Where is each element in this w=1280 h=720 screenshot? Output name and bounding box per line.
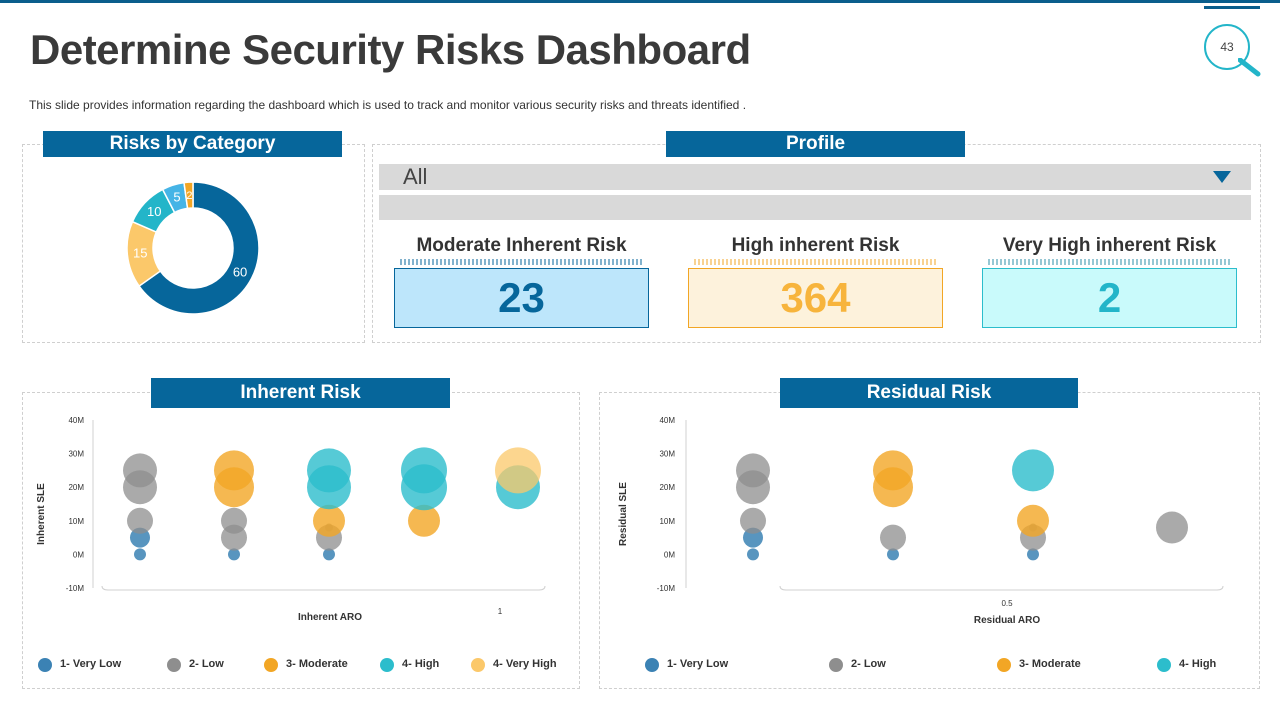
y-tick-label: 0M: [73, 550, 84, 559]
bubble-high: [307, 448, 351, 493]
x-axis-bracket: [101, 585, 546, 591]
bubble-low: [221, 507, 247, 534]
bubble-low: [740, 507, 766, 534]
legend-label: 2- Low: [851, 658, 886, 670]
y-tick-label: 20M: [659, 483, 675, 492]
kpi-label-very-high: Very High inherent Risk: [1002, 235, 1217, 256]
y-tick-label: 10M: [68, 517, 84, 526]
legend-swatch: [471, 658, 485, 672]
bubble-moderate: [873, 450, 913, 491]
donut-label-60: 60: [233, 264, 247, 279]
x-axis-bracket: [779, 585, 1224, 591]
top-rule-accent: [1204, 6, 1260, 9]
donut-slice-2: [183, 181, 194, 210]
bubble-very-low: [134, 548, 146, 561]
residual-risk-header: Residual Risk: [780, 378, 1078, 408]
y-tick-label: 40M: [659, 416, 675, 425]
bubble-low: [880, 524, 906, 551]
bubble-moderate: [214, 450, 254, 491]
kpi-label-high: High inherent Risk: [731, 235, 900, 256]
bubble-low: [127, 507, 153, 534]
risks-by-category-header: Risks by Category: [43, 131, 342, 157]
profile-filter-bar[interactable]: [379, 195, 1251, 220]
y-tick-label: 10M: [659, 517, 675, 526]
y-axis-title: Residual SLE: [618, 482, 629, 546]
y-tick-label: -10M: [66, 584, 85, 593]
legend-swatch: [264, 658, 278, 672]
profile-dropdown-value: All: [403, 164, 428, 189]
bubble-very-low: [1027, 548, 1039, 561]
bubble-moderate: [408, 504, 440, 537]
y-tick-label: 20M: [68, 483, 84, 492]
bubble-low: [1156, 511, 1188, 544]
donut-label-15: 15: [133, 245, 147, 260]
residual-risk-bubble-chart: 40M 30M 20M 10M 0M -10M Residual SLE 0.5 Residua…: [618, 416, 1224, 626]
donut-label-5: 5: [173, 189, 180, 204]
bubble-very-high: [495, 447, 541, 494]
bubble-high: [1012, 449, 1054, 492]
risks-by-category-donut-chart: 60 15 10 5 2: [126, 181, 260, 315]
y-tick-label: 30M: [659, 450, 675, 459]
legend-label: 4- Very High: [493, 658, 557, 670]
kpi-label-moderate: Moderate Inherent Risk: [416, 235, 627, 256]
profile-dropdown[interactable]: All: [379, 164, 1251, 190]
slide-number: 43: [1220, 40, 1234, 54]
legend-label: 3- Moderate: [1019, 658, 1081, 670]
magnifier-handle-icon: [1238, 58, 1261, 77]
legend-label: 4- High: [1179, 658, 1217, 670]
donut-slice-60: [138, 181, 260, 315]
y-axis-title: Inherent SLE: [36, 483, 47, 545]
x-tick-label: 0.5: [1001, 599, 1013, 608]
bubble-moderate: [313, 504, 345, 537]
legend-swatch: [167, 658, 181, 672]
donut-label-10: 10: [147, 204, 161, 219]
legend-swatch: [380, 658, 394, 672]
y-tick-label: -10M: [657, 584, 676, 593]
bubble-moderate: [1017, 504, 1049, 537]
top-rule: [0, 0, 1280, 3]
bubble-low: [123, 453, 157, 488]
y-tick-label: 40M: [68, 416, 84, 425]
inherent-risk-legend: 1- Very Low 2- Low 3- Moderate 4- High 4- Ve…: [38, 655, 578, 675]
legend-swatch: [1157, 658, 1171, 672]
bubble-very-low: [887, 548, 899, 561]
kpi-value-high: 364: [688, 268, 943, 328]
legend-swatch: [645, 658, 659, 672]
page-subtitle: This slide provides information regardin…: [29, 98, 747, 112]
legend-label: 2- Low: [189, 658, 224, 670]
bubble-very-low: [323, 548, 335, 561]
x-tick-label: 1: [498, 607, 503, 616]
legend-label: 3- Moderate: [286, 658, 348, 670]
y-tick-label: 0M: [664, 550, 675, 559]
slide-number-badge: 43: [1204, 24, 1250, 70]
kpi-value-very-high: 2: [982, 268, 1237, 328]
page-title: Determine Security Risks Dashboard: [30, 26, 751, 73]
kpi-ruler-high: [694, 259, 936, 265]
x-axis-title: Residual ARO: [974, 615, 1041, 626]
profile-header: Profile: [666, 131, 965, 157]
y-tick-label: 30M: [68, 450, 84, 459]
kpi-ruler-very-high: [988, 259, 1230, 265]
bubble-very-low: [747, 548, 759, 561]
donut-label-2: 2: [186, 190, 192, 202]
bubble-very-low: [228, 548, 240, 561]
inherent-risk-header: Inherent Risk: [151, 378, 450, 408]
bubble-high: [401, 447, 447, 494]
bubble-low: [736, 453, 770, 488]
legend-swatch: [997, 658, 1011, 672]
legend-swatch: [38, 658, 52, 672]
legend-label: 4- High: [402, 658, 440, 670]
legend-label: 1- Very Low: [667, 658, 729, 670]
legend-swatch: [829, 658, 843, 672]
kpi-ruler-moderate: [400, 259, 642, 265]
residual-risk-legend: 1- Very Low 2- Low 3- Moderate 4- High: [645, 655, 1245, 675]
x-axis-title: Inherent ARO: [298, 612, 362, 623]
chevron-down-icon[interactable]: [1213, 171, 1231, 183]
legend-label: 1- Very Low: [60, 658, 122, 670]
inherent-risk-bubble-chart: 40M 30M 20M 10M 0M -10M Inherent SLE 1 Inherent …: [36, 416, 546, 623]
kpi-value-moderate: 23: [394, 268, 649, 328]
